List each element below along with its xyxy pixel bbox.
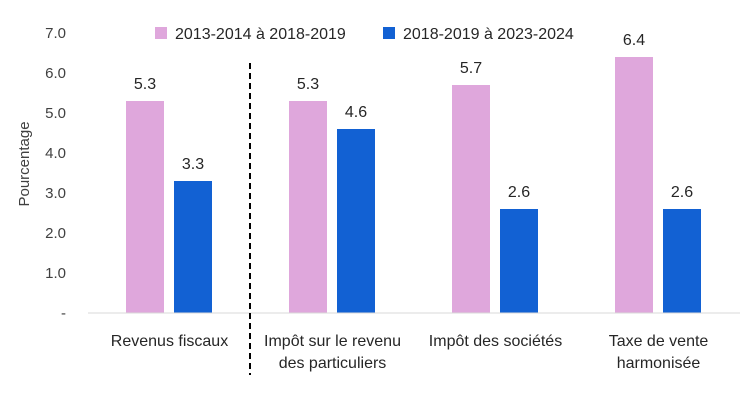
category-label: des particuliers [279, 355, 387, 372]
bar-series1 [126, 101, 164, 313]
legend-swatch [383, 27, 395, 39]
y-tick-label: 7.0 [45, 25, 66, 42]
data-label: 5.3 [134, 76, 156, 93]
bar-series1 [452, 85, 490, 313]
data-label: 5.7 [460, 60, 482, 77]
bar-series2 [174, 181, 212, 313]
y-tick-label: 5.0 [45, 105, 66, 122]
data-label: 6.4 [623, 32, 645, 49]
y-tick-label: - [61, 305, 66, 322]
y-tick-label: 2.0 [45, 225, 66, 242]
bar-series2 [663, 209, 701, 313]
bar-series2 [337, 129, 375, 313]
data-label: 5.3 [297, 76, 319, 93]
y-tick-label: 6.0 [45, 65, 66, 82]
y-tick-label: 4.0 [45, 145, 66, 162]
bar-series1 [615, 57, 653, 313]
bar-series2 [500, 209, 538, 313]
data-label: 2.6 [671, 184, 693, 201]
category-label: Impôt sur le revenu [264, 333, 401, 350]
category-label: Taxe de vente [609, 333, 709, 350]
y-tick-label: 3.0 [45, 185, 66, 202]
category-label: Revenus fiscaux [111, 333, 228, 350]
plot-area: 5.3 5.3 5.7 6.4 3.3 4.6 2.6 2.6 [126, 32, 701, 313]
data-label: 2.6 [508, 184, 530, 201]
legend-label: 2018-2019 à 2023-2024 [403, 26, 574, 43]
bar-series1 [289, 101, 327, 313]
legend: 2013-2014 à 2018-2019 2018-2019 à 2023-20… [155, 26, 574, 43]
legend-label: 2013-2014 à 2018-2019 [175, 26, 346, 43]
data-label: 4.6 [345, 104, 367, 121]
y-tick-label: 1.0 [45, 265, 66, 282]
y-axis: - 1.0 2.0 3.0 4.0 5.0 6.0 7.0 [45, 25, 66, 322]
y-axis-label: Pourcentage [16, 121, 33, 206]
x-axis: Revenus fiscaux Impôt sur le revenu des pa… [111, 333, 709, 372]
category-label: Impôt des sociétés [429, 333, 562, 350]
legend-swatch [155, 27, 167, 39]
category-label: harmonisée [617, 355, 701, 372]
data-label: 3.3 [182, 156, 204, 173]
